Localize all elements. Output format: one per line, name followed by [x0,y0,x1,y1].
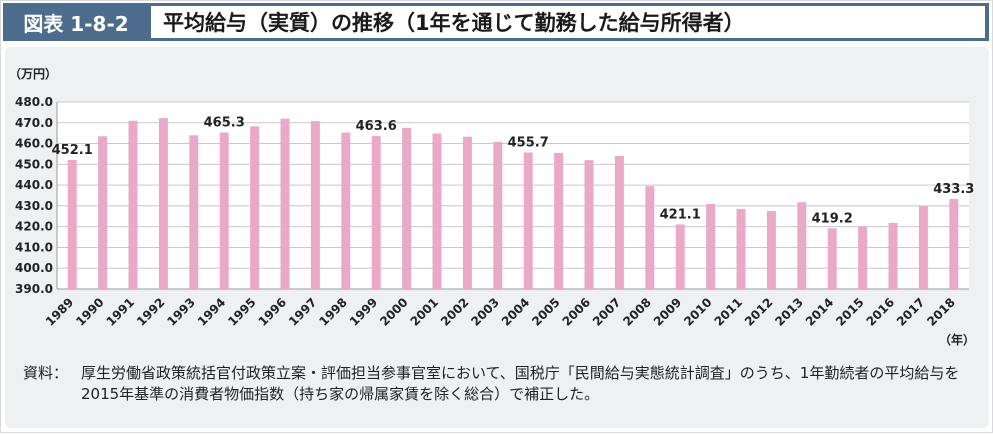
x-tick-label: 2018 [924,295,958,329]
source-note: 資料： 厚生労働省政策統括官付政策立案・評価担当参事官室において、国税庁「民間給… [23,363,973,405]
x-tick-label: 2014 [803,295,837,329]
data-label: 463.6 [356,119,397,134]
bar [584,160,594,289]
y-tick-label: 470.0 [15,116,53,130]
x-tick-label: 1997 [286,295,320,329]
x-tick-label: 2006 [560,295,594,329]
x-tick-label: 2016 [864,295,898,329]
bar [462,136,472,289]
x-tick-label: 1999 [347,295,381,329]
x-tick-label: 2003 [468,295,502,329]
x-tick-label: 2001 [408,295,442,329]
bar [432,133,442,289]
plot-area [57,102,969,289]
figure-title: 平均給与（実質）の推移（1年を通じて勤務した給与所得者） [151,6,985,38]
y-tick-label: 450.0 [15,157,53,171]
x-tick-label: 2010 [681,295,715,329]
bar [280,118,290,289]
data-label: 452.1 [52,143,93,158]
bar [219,132,229,289]
x-tick-label: 1990 [73,295,107,329]
x-tick-label: 1995 [225,295,259,329]
x-tick-label: 2008 [620,295,654,329]
y-tick-label: 390.0 [15,282,53,296]
source-note-label: 資料： [23,364,69,382]
data-label: 421.1 [660,207,701,222]
bar [706,204,716,289]
x-tick-label: 2012 [742,295,776,329]
bar [918,206,928,289]
bar [736,209,746,289]
x-tick-label: 1991 [104,295,138,329]
x-tick-label: 2015 [833,295,867,329]
y-tick-label: 420.0 [15,220,53,234]
bar [67,159,77,289]
x-tick-label: 2009 [651,295,685,329]
bar [523,152,533,289]
x-tick-label: 2002 [438,295,472,329]
x-tick-label: 2011 [712,295,746,329]
bar [858,226,868,289]
bar [949,199,959,289]
x-tick-label: 2004 [499,295,533,329]
data-label: 455.7 [508,135,549,150]
data-label: 433.3 [933,182,974,197]
bar [493,141,503,289]
y-tick-label: 430.0 [15,199,53,213]
x-tick-label: 1992 [134,295,168,329]
bar [158,118,168,289]
y-axis-unit-label: （万円） [9,67,58,81]
y-tick-label: 480.0 [15,95,53,109]
bar [250,126,260,289]
x-tick-label: 1993 [164,295,198,329]
bar [341,132,351,289]
bar [554,152,564,289]
bar [645,186,655,289]
bar [402,127,412,290]
bar [371,136,381,289]
source-note-text: 厚生労働省政策統括官付政策立案・評価担当参事官室において、国税庁「民間給与実態統… [81,364,960,403]
x-tick-label: 2007 [590,295,624,329]
bar [128,120,138,289]
bar [766,211,776,289]
bar [98,136,108,289]
x-tick-label: 2005 [529,295,563,329]
bar [189,135,199,289]
x-tick-label: 1996 [256,295,290,329]
bar [675,224,685,289]
bar [614,156,624,289]
y-tick-label: 400.0 [15,261,53,275]
x-tick-label: 1989 [43,295,77,329]
bar [888,222,898,289]
x-tick-label: 1994 [195,295,229,329]
data-label: 465.3 [204,116,245,131]
y-tick-label: 410.0 [15,240,53,254]
bar [827,228,837,289]
x-tick-label: 1998 [316,295,350,329]
figure-header: 図表 1-8-2 平均給与（実質）の推移（1年を通じて勤務した給与所得者） [3,3,989,41]
x-tick-label: 2000 [377,295,411,329]
data-label: 419.2 [812,211,853,226]
y-tick-label: 460.0 [15,137,53,151]
bar [797,202,807,289]
figure-number-badge: 図表 1-8-2 [23,11,129,36]
x-tick-label: 2013 [772,295,806,329]
x-axis-unit-label: （年） [939,333,976,347]
y-tick-label: 440.0 [15,178,53,192]
bar [310,121,320,289]
x-tick-label: 2017 [894,295,928,329]
